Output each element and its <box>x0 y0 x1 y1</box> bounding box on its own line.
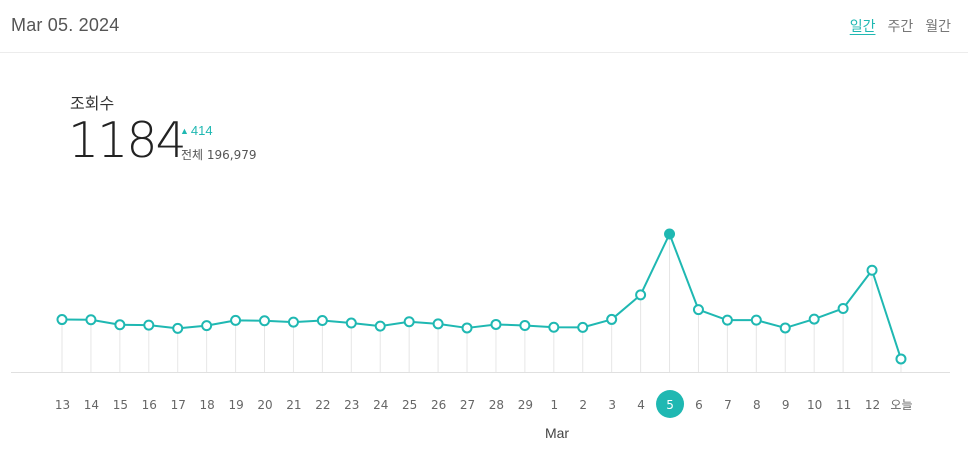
x-tick-label: 13 <box>55 398 70 412</box>
x-tick-label: 8 <box>753 398 761 412</box>
x-tick-label: 오늘 <box>890 398 912 412</box>
data-point <box>895 353 907 365</box>
data-point <box>664 228 676 240</box>
x-tick-label: 27 <box>460 398 475 412</box>
data-point <box>606 313 618 325</box>
x-tick-label: 7 <box>724 398 732 412</box>
data-point <box>374 320 386 332</box>
tab-weekly[interactable]: 주간 <box>887 19 914 35</box>
views-delta: ▲ 414 <box>180 123 213 138</box>
data-point <box>519 319 531 331</box>
x-tick-label: 9 <box>782 398 790 412</box>
data-point <box>259 315 271 327</box>
x-tick-label: 5 <box>666 398 674 412</box>
data-point <box>287 316 299 328</box>
data-point <box>721 314 733 326</box>
data-point <box>85 314 97 326</box>
views-delta-value: 414 <box>190 123 213 138</box>
data-point <box>866 264 878 276</box>
x-tick-label: 28 <box>489 398 504 412</box>
tab-monthly[interactable]: 월간 <box>925 19 951 35</box>
data-point <box>143 319 155 331</box>
data-point <box>230 314 242 326</box>
x-tick-label: 1 <box>550 398 558 412</box>
series-line <box>61 233 902 360</box>
views-total: 전체 196,979 <box>181 148 257 162</box>
data-point <box>201 320 213 332</box>
x-tick-label: 10 <box>807 398 822 412</box>
data-point <box>750 314 762 326</box>
x-tick-label: 25 <box>402 398 417 412</box>
x-tick-label: 26 <box>431 398 446 412</box>
x-tick-label: 12 <box>865 398 880 412</box>
data-point <box>114 319 126 331</box>
x-tick-label: 6 <box>695 398 703 412</box>
x-tick-label: 18 <box>200 398 215 412</box>
x-tick-label: 17 <box>171 398 186 412</box>
data-point <box>316 314 328 326</box>
x-tick-label: 21 <box>286 398 301 412</box>
data-point <box>779 322 791 334</box>
header: Mar 05. 2024 일간 주간 월간 <box>0 0 968 53</box>
data-point <box>692 304 704 316</box>
current-date: Mar 05. 2024 <box>11 15 120 35</box>
tab-daily[interactable]: 일간 <box>849 19 876 35</box>
data-point <box>345 317 357 329</box>
data-point <box>403 316 415 328</box>
views-label: 조회수 <box>70 94 115 113</box>
data-point <box>808 313 820 325</box>
x-tick-label: 24 <box>373 398 388 412</box>
data-point <box>837 302 849 314</box>
data-point <box>56 314 68 326</box>
views-value: 1184 <box>68 112 187 169</box>
up-triangle-icon: ▲ <box>180 126 189 136</box>
period-tabs: 일간 주간 월간 <box>850 16 951 36</box>
x-tick-label: 11 <box>836 398 851 412</box>
x-axis-label: Mar <box>545 425 569 441</box>
x-tick-label: 3 <box>608 398 616 412</box>
x-tick-label: 22 <box>315 398 330 412</box>
x-tick-label: 2 <box>579 398 587 412</box>
highlight-badge <box>656 390 685 418</box>
data-point <box>172 322 184 334</box>
data-point <box>548 321 560 333</box>
x-tick-label: 19 <box>228 398 243 412</box>
x-tick-label: 23 <box>344 398 359 412</box>
x-tick-label: 15 <box>113 398 128 412</box>
data-point <box>461 322 473 334</box>
x-tick-label: 4 <box>637 398 645 412</box>
data-point <box>577 321 589 333</box>
x-tick-label: 29 <box>518 398 533 412</box>
data-point <box>635 289 647 301</box>
x-tick-label: 20 <box>257 398 272 412</box>
x-tick-label: 16 <box>142 398 157 412</box>
data-point <box>490 318 502 330</box>
data-point <box>432 318 444 330</box>
x-tick-label: 14 <box>84 398 99 412</box>
